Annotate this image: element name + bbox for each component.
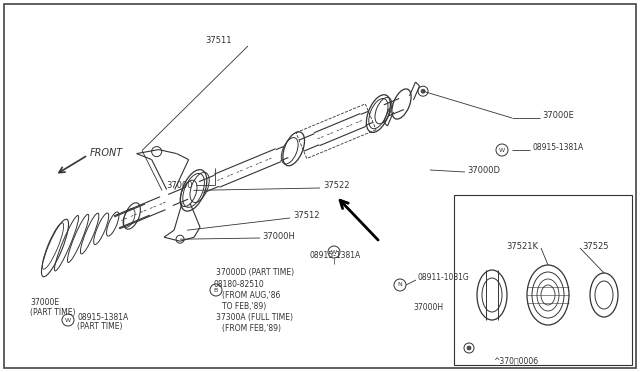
Text: 37525: 37525 <box>582 241 609 250</box>
Text: W: W <box>499 148 505 153</box>
Text: 08915-1381A: 08915-1381A <box>533 142 584 151</box>
Circle shape <box>467 346 471 350</box>
Text: (FROM FEB,'89): (FROM FEB,'89) <box>222 324 281 333</box>
Text: W: W <box>65 317 71 323</box>
Text: 37000E: 37000E <box>542 110 573 119</box>
Text: ^370⁩0006: ^370⁩0006 <box>493 356 538 365</box>
Text: 37000D (PART TIME): 37000D (PART TIME) <box>216 268 294 277</box>
Text: 08915-1381A: 08915-1381A <box>310 250 361 260</box>
Text: TO FEB,'89): TO FEB,'89) <box>222 302 266 311</box>
Text: (PART TIME): (PART TIME) <box>30 308 76 317</box>
Text: 37300A (FULL TIME): 37300A (FULL TIME) <box>216 313 293 322</box>
Text: (FROM AUG,'86: (FROM AUG,'86 <box>222 291 280 300</box>
Text: 37000E: 37000E <box>30 298 59 307</box>
Text: 37522: 37522 <box>323 180 349 189</box>
Bar <box>454 195 632 365</box>
Text: 08915-1381A: 08915-1381A <box>77 314 128 323</box>
Text: 37512: 37512 <box>293 211 319 219</box>
Text: 37000: 37000 <box>166 180 193 189</box>
Text: 08180-82510: 08180-82510 <box>214 280 265 289</box>
Text: 37000H: 37000H <box>262 231 295 241</box>
Text: 08911-1081G: 08911-1081G <box>418 273 470 282</box>
Text: 37000H: 37000H <box>413 303 443 312</box>
Text: N: N <box>397 282 403 288</box>
Text: W: W <box>331 250 337 254</box>
Text: (PART TIME): (PART TIME) <box>77 323 122 331</box>
Text: 37000D: 37000D <box>467 166 500 174</box>
Text: 37521K: 37521K <box>506 241 538 250</box>
Circle shape <box>421 89 425 93</box>
Text: B: B <box>214 288 218 292</box>
Text: 37511: 37511 <box>205 35 232 45</box>
Text: FRONT: FRONT <box>90 148 124 158</box>
